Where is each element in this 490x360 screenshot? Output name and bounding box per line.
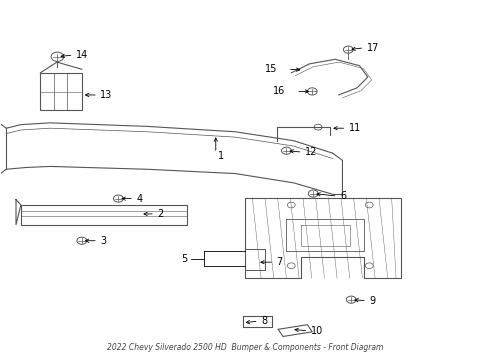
Text: 6: 6 (340, 191, 346, 201)
Text: 7: 7 (277, 257, 283, 267)
Text: 1: 1 (218, 151, 224, 161)
Text: 2022 Chevy Silverado 2500 HD  Bumper & Components - Front Diagram: 2022 Chevy Silverado 2500 HD Bumper & Co… (107, 343, 383, 352)
Text: 9: 9 (369, 296, 375, 306)
Text: 10: 10 (311, 326, 323, 336)
Text: 3: 3 (100, 236, 106, 246)
Text: 14: 14 (76, 50, 88, 60)
Text: 17: 17 (367, 43, 379, 53)
Text: 4: 4 (136, 194, 143, 203)
Text: 5: 5 (182, 254, 188, 264)
Text: 11: 11 (349, 123, 361, 133)
Text: 13: 13 (100, 90, 113, 100)
Text: 15: 15 (265, 64, 277, 74)
Text: 8: 8 (261, 316, 267, 326)
Bar (245, 249, 266, 270)
Bar (40, 73, 82, 111)
Text: 2: 2 (157, 209, 164, 219)
Text: 12: 12 (305, 147, 318, 157)
Text: 16: 16 (273, 86, 285, 96)
